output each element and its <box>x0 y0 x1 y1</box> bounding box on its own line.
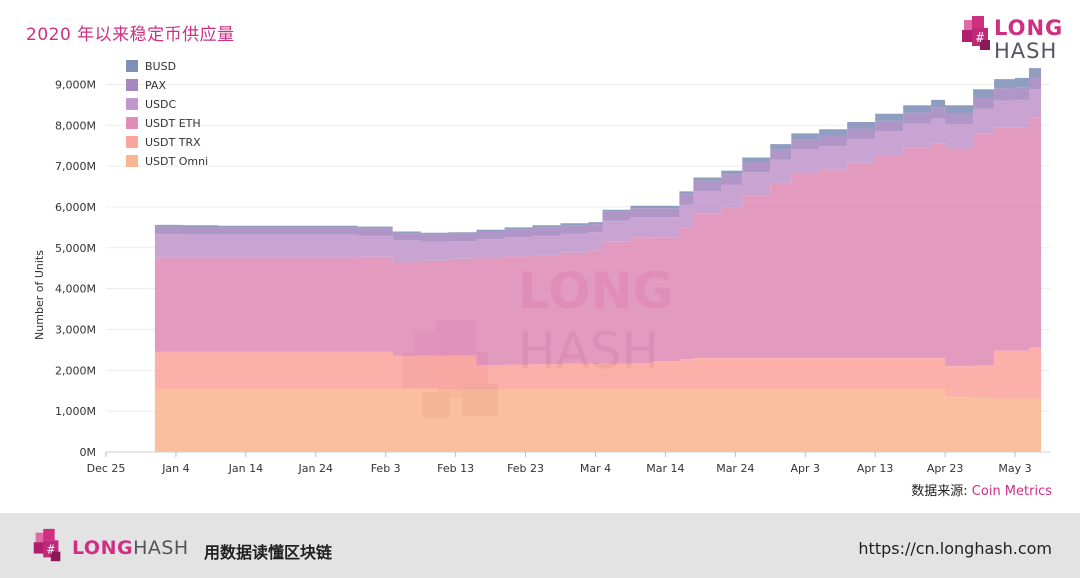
svg-text:#: # <box>976 31 984 46</box>
data-source: 数据来源: Coin Metrics <box>911 480 1052 499</box>
x-tick-label: Apr 3 <box>790 462 820 475</box>
axes: 0M 1,000M 2,000M 3,000M 4,000M 5,000M 6,000M 7,… <box>55 78 1050 475</box>
y-tick-label: 8,000M <box>55 119 96 132</box>
chart-title: 2020 年以来稳定币供应量 <box>26 25 235 45</box>
footer-url[interactable]: https://cn.longhash.com <box>858 539 1052 558</box>
legend-label: BUSD <box>145 60 176 73</box>
y-tick-label: 5,000M <box>55 242 96 255</box>
legend-swatch <box>126 155 138 167</box>
legend-label: USDT Omni <box>145 155 208 168</box>
x-tick-label: Apr 23 <box>927 462 964 475</box>
stacked-area-chart: LONG HASH 0M1,000M2,000M3,000M4,000M5,00… <box>33 60 1050 475</box>
x-tick-label: Apr 13 <box>857 462 894 475</box>
y-tick-label: 4,000M <box>55 283 96 296</box>
footer-brand-long: LONG <box>72 537 134 559</box>
y-tick-label: 2,000M <box>55 364 96 377</box>
y-tick-label: 0M <box>80 446 97 459</box>
y-tick-label: 7,000M <box>55 160 96 173</box>
y-tick-label: 3,000M <box>55 323 96 336</box>
footer-slogan: 用数据读懂区块链 <box>204 543 333 562</box>
footer-brand: LONGHASH <box>72 537 189 559</box>
x-tick-label: Mar 24 <box>716 462 754 475</box>
legend-swatch <box>126 79 138 91</box>
legend-label: USDC <box>145 98 177 111</box>
area-usdt-trx <box>154 347 1041 399</box>
x-tick-label: Jan 14 <box>228 462 263 475</box>
y-axis-label: Number of Units <box>33 250 46 340</box>
longhash-cube-icon: # <box>962 16 990 50</box>
area-usdc <box>154 89 1041 263</box>
legend-label: USDT ETH <box>145 117 201 130</box>
y-tick-label: 6,000M <box>55 201 96 214</box>
footer-logo-icon: # <box>33 528 61 562</box>
footer-bar: # LONGHASH 用数据读懂区块链 https://cn.longhash.… <box>0 513 1080 578</box>
x-tick-label: Jan 4 <box>161 462 189 475</box>
y-tick-label: 1,000M <box>55 405 96 418</box>
legend-label: USDT TRX <box>145 136 201 149</box>
y-tick-label: 9,000M <box>55 78 96 91</box>
x-tick-label: Feb 13 <box>437 462 474 475</box>
legend-swatch <box>126 60 138 72</box>
longhash-logo: # LONG HASH <box>960 14 1062 63</box>
legend-swatch <box>126 117 138 129</box>
x-tick-label: May 3 <box>998 462 1031 475</box>
legend-swatch <box>126 136 138 148</box>
legend-label: PAX <box>145 79 166 92</box>
x-tick-label: Jan 24 <box>298 462 333 475</box>
legend-swatch <box>126 98 138 110</box>
footer-brand-hash: HASH <box>133 537 189 559</box>
x-tick-label: Feb 3 <box>371 462 401 475</box>
x-tick-label: Feb 23 <box>507 462 544 475</box>
series-areas <box>154 68 1041 452</box>
x-tick-label: Mar 14 <box>646 462 684 475</box>
x-tick-label: Dec 25 <box>87 462 126 475</box>
area-usdt-eth <box>154 117 1041 367</box>
area-usdt-omni <box>154 389 1041 452</box>
svg-text:#: # <box>47 543 55 557</box>
source-name[interactable]: Coin Metrics <box>971 484 1052 499</box>
source-label: 数据来源: <box>911 484 972 499</box>
x-tick-label: Mar 4 <box>580 462 611 475</box>
logo-word-hash: HASH <box>994 39 1058 63</box>
legend: BUSD PAX USDC USDT ETH USDT TRX USDT Omni <box>126 60 208 168</box>
logo-word-long: LONG <box>994 16 1064 40</box>
